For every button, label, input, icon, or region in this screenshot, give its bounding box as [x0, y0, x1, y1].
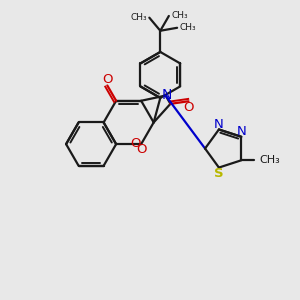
- Text: N: N: [237, 125, 247, 138]
- Text: N: N: [161, 88, 172, 102]
- Text: CH₃: CH₃: [179, 23, 196, 32]
- Text: CH₃: CH₃: [130, 13, 147, 22]
- Text: CH₃: CH₃: [260, 155, 280, 165]
- Text: O: O: [183, 101, 194, 114]
- Text: O: O: [102, 73, 112, 86]
- Text: S: S: [214, 167, 224, 180]
- Text: O: O: [130, 137, 141, 150]
- Text: N: N: [213, 118, 223, 131]
- Text: O: O: [136, 143, 146, 156]
- Text: CH₃: CH₃: [171, 11, 188, 20]
